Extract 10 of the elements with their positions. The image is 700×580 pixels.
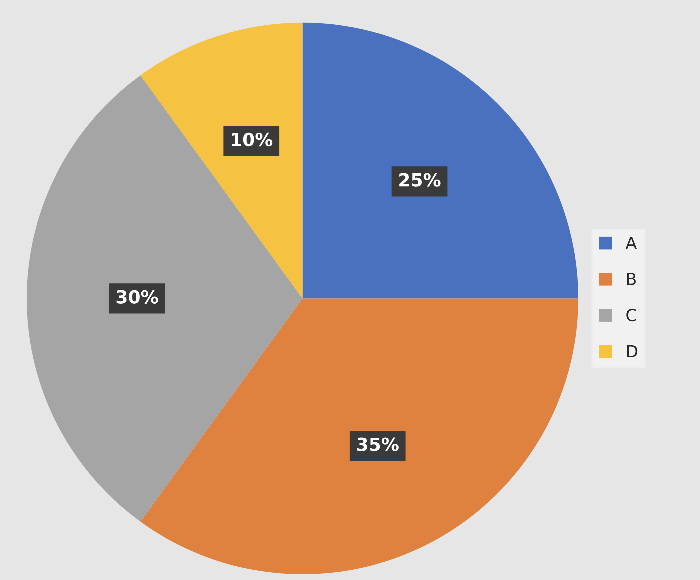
data-label: 30% — [116, 290, 158, 304]
legend-label: A — [626, 236, 637, 250]
data-label: 35% — [357, 438, 399, 452]
legend-label: D — [627, 345, 638, 358]
legend-label: C — [626, 308, 636, 322]
legend-label: B — [627, 273, 636, 286]
pie-slice — [302, 22, 579, 299]
pie-slice — [26, 76, 303, 522]
data-label: 10% — [232, 132, 273, 147]
data-label: 25% — [400, 173, 441, 187]
